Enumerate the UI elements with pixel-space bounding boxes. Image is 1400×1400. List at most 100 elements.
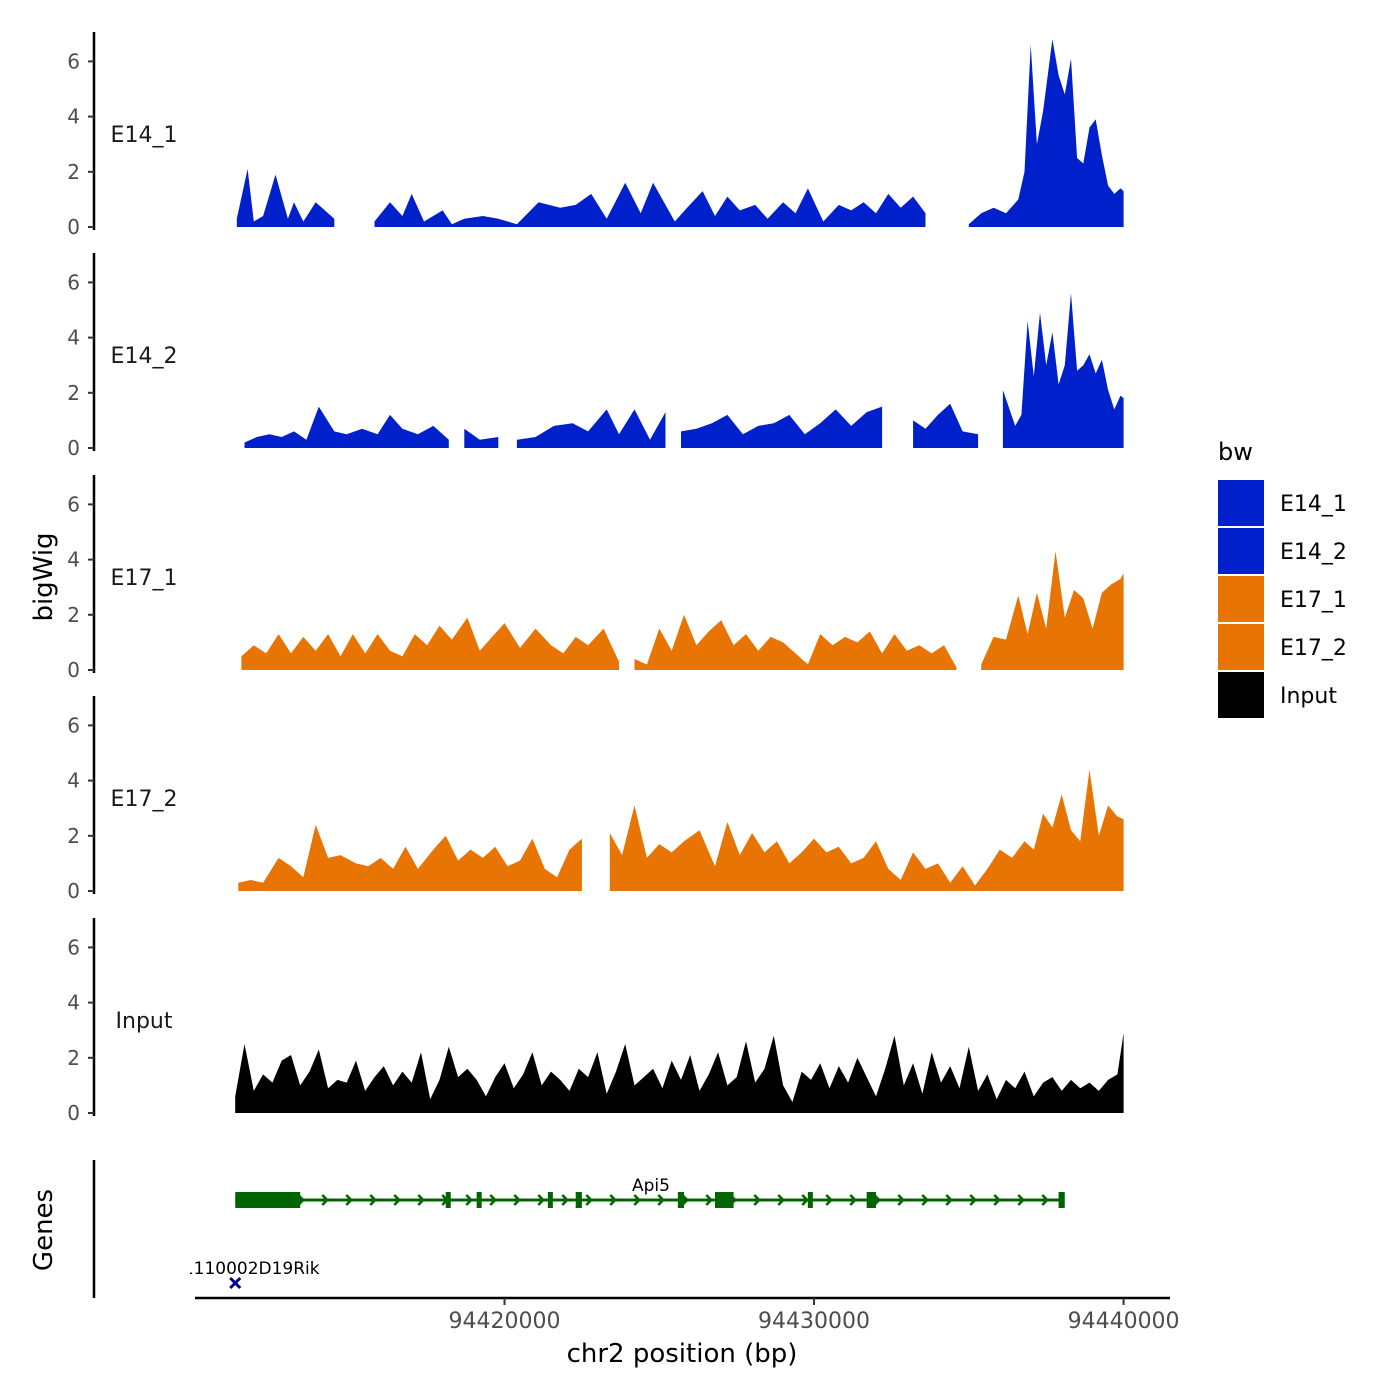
exon xyxy=(866,1192,876,1208)
strand-arrow xyxy=(897,1194,906,1206)
track-label: E14_1 xyxy=(111,123,178,148)
legend-label: Input xyxy=(1280,684,1337,709)
y-tick-label: 6 xyxy=(67,49,80,73)
exon xyxy=(547,1192,553,1208)
signal-area xyxy=(374,182,926,227)
y-tick-label: 4 xyxy=(67,105,80,129)
track-label: E14_2 xyxy=(111,344,178,369)
y-axis-title: bigWig xyxy=(29,532,59,621)
y-tick-label: 2 xyxy=(67,824,80,848)
y-tick-label: 0 xyxy=(67,436,80,460)
signal-area xyxy=(609,769,1124,891)
legend-swatch xyxy=(1218,528,1264,574)
gene-label: 1110002D19Rik xyxy=(183,1259,320,1279)
x-tick-label: 94420000 xyxy=(449,1309,561,1334)
y-tick-label: 4 xyxy=(67,326,80,350)
strand-arrow xyxy=(921,1194,930,1206)
exon xyxy=(715,1192,734,1208)
strand-arrow xyxy=(825,1194,834,1206)
track-panel-input: 0 2 4 6 Input xyxy=(67,918,1124,1125)
strand-arrow xyxy=(945,1194,954,1206)
exon xyxy=(677,1192,685,1208)
gene-api5: Api5 xyxy=(235,1176,1065,1208)
track-label: E17_1 xyxy=(111,566,178,591)
strand-arrow xyxy=(993,1194,1002,1206)
strand-arrow xyxy=(1017,1194,1026,1206)
signal-area xyxy=(913,403,979,448)
y-tick-label: 2 xyxy=(67,1046,80,1070)
legend-label: E17_2 xyxy=(1280,636,1347,661)
strand-arrow xyxy=(345,1194,354,1206)
strand-arrow xyxy=(657,1194,666,1206)
strand-arrow xyxy=(369,1194,378,1206)
signal-area xyxy=(244,406,449,448)
legend-swatch xyxy=(1218,480,1264,526)
legend-swatch xyxy=(1218,576,1264,622)
signal-area xyxy=(634,614,957,670)
genes-track: Api5 1110002D19Rik xyxy=(183,1176,1065,1290)
x-tick-label: 94440000 xyxy=(1068,1309,1180,1334)
x-axis-title: chr2 position (bp) xyxy=(567,1339,798,1369)
signal-area xyxy=(241,617,619,670)
signal-area xyxy=(968,39,1124,227)
signal-area xyxy=(235,1033,1124,1113)
y-tick-label: 6 xyxy=(67,270,80,294)
legend-swatch xyxy=(1218,624,1264,670)
y-tick-label: 4 xyxy=(67,991,80,1015)
gene-1110002d19rik: 1110002D19Rik xyxy=(183,1259,320,1290)
exon xyxy=(575,1192,582,1208)
track-label: E17_2 xyxy=(111,787,178,812)
signal-area xyxy=(236,169,335,227)
y-tick-label: 0 xyxy=(67,1101,80,1125)
signal-area xyxy=(981,551,1124,670)
y-tick-label: 0 xyxy=(67,215,80,239)
y-tick-label: 4 xyxy=(67,769,80,793)
legend-label: E17_1 xyxy=(1280,588,1347,613)
track-panel-e17-1: 0 2 4 6 E17_1 xyxy=(67,475,1124,682)
genes-axis-title: Genes xyxy=(29,1189,59,1271)
signal-area xyxy=(516,409,666,448)
exon xyxy=(445,1192,451,1208)
y-tick-label: 0 xyxy=(67,879,80,903)
strand-arrow xyxy=(417,1194,426,1206)
track-panel-e17-2: 0 2 4 6 E17_2 xyxy=(67,696,1124,903)
signal-area xyxy=(238,824,582,891)
strand-arrow xyxy=(801,1194,810,1206)
exon xyxy=(807,1192,813,1208)
strand-arrow xyxy=(393,1194,402,1206)
legend-label: E14_1 xyxy=(1280,492,1347,517)
gene-label: Api5 xyxy=(632,1176,670,1196)
track-label: Input xyxy=(116,1009,173,1034)
gene-marker xyxy=(229,1276,242,1290)
y-tick-label: 6 xyxy=(67,492,80,516)
track-panel-e14-2: 0 2 4 6 E14_2 xyxy=(67,253,1124,460)
x-axis: 94420000 94430000 94440000 xyxy=(195,1296,1180,1334)
strand-arrow xyxy=(561,1194,570,1206)
strand-arrow xyxy=(753,1194,762,1206)
tracks-layer: 0 2 4 6 E14_1 0 2 4 6 E14_2 0 2 4 6 E17_1 0 2 4 6 E17_2 0 2 4 6… xyxy=(67,32,1124,1125)
x-tick-label: 94430000 xyxy=(758,1309,870,1334)
strand-arrow xyxy=(609,1194,618,1206)
strand-arrow xyxy=(489,1194,498,1206)
strand-arrow xyxy=(321,1194,330,1206)
strand-arrow xyxy=(537,1194,546,1206)
exon xyxy=(1058,1192,1065,1208)
strand-arrow xyxy=(777,1194,786,1206)
y-tick-label: 4 xyxy=(67,548,80,572)
y-tick-label: 2 xyxy=(67,160,80,184)
legend-label: E14_2 xyxy=(1280,540,1347,565)
legend-swatch xyxy=(1218,672,1264,718)
y-tick-label: 6 xyxy=(67,935,80,959)
strand-arrow xyxy=(513,1194,522,1206)
y-tick-label: 0 xyxy=(67,658,80,682)
signal-area xyxy=(464,428,499,448)
track-panel-e14-1: 0 2 4 6 E14_1 xyxy=(67,32,1124,239)
strand-arrow xyxy=(1041,1194,1050,1206)
strand-arrow xyxy=(969,1194,978,1206)
y-tick-label: 2 xyxy=(67,381,80,405)
y-tick-label: 2 xyxy=(67,603,80,627)
exon xyxy=(235,1192,301,1208)
legend: bw E14_1 E14_2 E17_1 E17_2 Input xyxy=(1218,438,1347,718)
strand-arrow xyxy=(465,1194,474,1206)
